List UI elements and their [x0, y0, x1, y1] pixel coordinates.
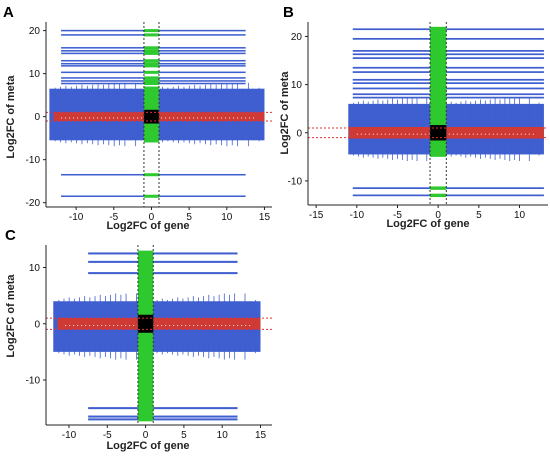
panel-c-x-tick-label: 10: [217, 430, 229, 441]
panel-a-y-tick-label: 10: [29, 69, 41, 80]
panel-b-x-axis-title: Log2FC of gene: [386, 218, 469, 230]
panel-a-green-stripe-mark: [143, 62, 159, 66]
panel-a-green-stripe-mark: [143, 51, 159, 55]
panel-a-x-tick-label: 15: [259, 212, 271, 223]
panel-a-green-stripe-mark: [143, 79, 159, 83]
panel-b-point-stripe: [352, 57, 544, 59]
panel-c-point-stripe: [88, 407, 238, 410]
panel-c-red-point-band: [57, 318, 261, 330]
panel-b-green-stripe-mark: [430, 186, 447, 190]
panel-b-x-tick-label: 5: [476, 210, 482, 221]
panel-a-x-tick-label: -5: [109, 212, 118, 223]
panel-a-green-stripe-mark: [143, 194, 159, 198]
panel-b-point-stripe: [352, 96, 544, 99]
panel-b-y-tick-label: -10: [288, 176, 303, 187]
panel-b-y-axis-title: Log2FC of meta: [279, 71, 291, 155]
panel-a-x-axis-title: Log2FC of gene: [106, 220, 189, 232]
panel-c-point-stripe: [88, 415, 238, 418]
panel-a-green-stripe-mark: [143, 173, 159, 177]
panel-a-green-stripe-mark: [143, 59, 159, 63]
panel-b-y-tick-label: 20: [291, 32, 303, 43]
panel-c-letter: C: [5, 227, 16, 244]
panel-b-x-tick-label: -15: [309, 210, 324, 221]
panel-c-x-tick-label: 5: [181, 430, 187, 441]
panel-b-point-stripe: [352, 37, 544, 40]
panel-a-black-core-points: [143, 109, 159, 124]
panel-b-x-tick-label: 0: [435, 210, 441, 221]
panel-a-letter: A: [3, 4, 14, 21]
panel-b-point-stripe: [352, 78, 544, 81]
panel-b-green-stripe-mark: [430, 193, 447, 198]
panel-a-x-tick-label: -10: [69, 212, 84, 223]
panel-b-y-tick-label: 0: [296, 128, 302, 139]
panel-b-green-point-band: [430, 26, 447, 157]
panel-b-point-stripe: [352, 53, 544, 56]
panel-c-x-tick-label: -5: [103, 430, 112, 441]
panel-c-point-stripe: [88, 272, 238, 275]
panel-a-green-stripe-mark: [143, 70, 159, 74]
panel-a-green-stripe-mark: [143, 29, 159, 33]
panel-b-x-tick-label: -5: [393, 210, 402, 221]
panel-c-y-tick-label: 10: [29, 263, 41, 274]
panel-b-point-stripe: [352, 82, 544, 85]
panel-c-green-point-band: [137, 250, 154, 420]
panel-c-x-tick-label: 15: [255, 430, 267, 441]
panel-a-green-stripe-mark: [143, 76, 159, 80]
panel-b-point-stripe: [352, 28, 544, 31]
panel-b-black-core-points: [430, 125, 447, 141]
panel-a-plot: -10 -5 0 5 10 15 -20 -10 0 10 20: [26, 22, 272, 223]
panel-b-point-stripe: [352, 71, 544, 73]
panel-b-point-stripe: [352, 87, 544, 90]
panel-b-letter: B: [283, 4, 294, 21]
panel-a-y-tick-label: -10: [26, 155, 41, 166]
panel-b-plot: -15 -10 -5 0 5 10 -10 0 10 20: [288, 22, 548, 221]
panel-c: C -10 -5 0 5 10 15 -10 0 10 Log2FC of gene Log2F…: [5, 227, 272, 452]
panel-a-green-stripe-mark: [143, 46, 159, 50]
panel-c-plot: -10 -5 0 5 10 15 -10 0 10: [26, 245, 272, 441]
panel-b-point-stripe: [352, 66, 544, 69]
panel-c-x-tick-label: -10: [62, 430, 77, 441]
panel-a-y-tick-label: -20: [26, 198, 41, 209]
panel-c-y-axis-title: Log2FC of meta: [5, 274, 17, 358]
panel-b-red-point-band: [348, 126, 544, 139]
panel-a-green-stripe-mark: [143, 49, 159, 53]
panel-c-x-tick-label: 0: [143, 430, 149, 441]
panel-c-point-stripe: [88, 260, 238, 263]
panel-b-point-stripe: [352, 93, 544, 96]
panel-b-x-tick-label: 10: [514, 210, 526, 221]
panel-a-x-tick-label: 0: [149, 212, 155, 223]
panel-a-green-stripe-mark: [143, 82, 159, 86]
panel-c-black-core-points: [137, 314, 154, 333]
panel-a-green-stripe-mark: [143, 33, 159, 37]
panel-a-green-stripe-mark: [143, 64, 159, 68]
panel-b-point-stripe: [352, 50, 544, 52]
panel-b-y-tick-label: 10: [291, 80, 303, 91]
panel-a-x-tick-label: 5: [186, 212, 192, 223]
panel-c-y-tick-label: -10: [26, 376, 41, 387]
panel-c-point-stripe: [88, 252, 238, 255]
panel-b-point-stripe: [352, 187, 544, 190]
panel-b: B -15 -10 -5 0 5 10 -10 0 10 20 Log2FC of gene Lo…: [279, 4, 548, 230]
panel-a-y-tick-label: 0: [34, 112, 40, 123]
panel-a-x-tick-label: 10: [221, 212, 233, 223]
panel-a-y-axis-title: Log2FC of meta: [5, 75, 17, 159]
panel-b-x-tick-label: -10: [350, 210, 365, 221]
panel-c-point-stripe: [88, 418, 238, 421]
panel-a-y-tick-label: 20: [29, 26, 41, 37]
panel-b-point-stripe: [352, 194, 544, 197]
panel-c-y-tick-label: 0: [34, 319, 40, 330]
panel-c-x-axis-title: Log2FC of gene: [106, 440, 189, 452]
